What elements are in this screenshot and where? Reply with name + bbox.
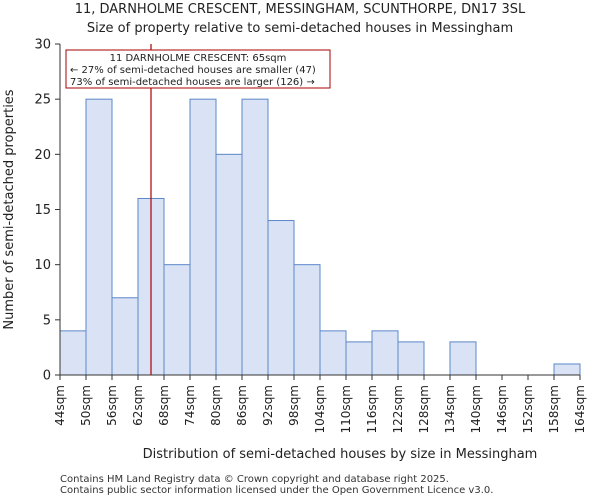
- y-tick-label: 15: [34, 203, 51, 218]
- histogram-bar: [163, 264, 191, 376]
- histogram-bar: [553, 363, 581, 376]
- x-tick-label: 68sqm: [157, 385, 171, 426]
- x-tick-label: 140sqm: [469, 385, 483, 433]
- y-tick-label: 5: [43, 313, 51, 328]
- annotation-line-1: 11 DARNHOLME CRESCENT: 65sqm: [110, 53, 287, 64]
- annotation-line-2: ← 27% of semi-detached houses are smalle…: [70, 65, 316, 76]
- histogram-bar: [111, 297, 139, 376]
- x-tick-label: 62sqm: [131, 385, 145, 426]
- histogram-bar: [293, 264, 321, 376]
- y-tick-label: 10: [34, 258, 51, 273]
- annotation-line-3: 73% of semi-detached houses are larger (…: [70, 77, 315, 88]
- chart-title: 11, DARNHOLME CRESCENT, MESSINGHAM, SCUN…: [74, 2, 526, 17]
- histogram-bar: [319, 330, 347, 376]
- x-tick-label: 98sqm: [287, 385, 301, 426]
- x-tick-label: 104sqm: [313, 385, 327, 433]
- footer-line-1: Contains HM Land Registry data © Crown c…: [60, 474, 449, 485]
- histogram-bar: [449, 341, 477, 376]
- x-tick-label: 56sqm: [105, 385, 119, 426]
- footer-line-2: Contains public sector information licen…: [60, 485, 494, 496]
- x-axis-label: Distribution of semi-detached houses by …: [143, 447, 538, 462]
- x-tick-label: 74sqm: [183, 385, 197, 426]
- histogram-bar: [241, 98, 269, 376]
- y-tick-label: 0: [43, 369, 51, 384]
- histogram-bar: [215, 153, 243, 376]
- x-tick-label: 128sqm: [417, 385, 431, 433]
- x-tick-label: 80sqm: [209, 385, 223, 426]
- histogram-bar: [267, 220, 295, 376]
- x-tick-label: 86sqm: [235, 385, 249, 426]
- y-tick-label: 20: [34, 148, 51, 163]
- x-tick-label: 116sqm: [365, 385, 379, 433]
- y-axis-label: Number of semi-detached properties: [2, 89, 17, 329]
- x-tick-label: 152sqm: [521, 385, 535, 433]
- histogram-bar: [59, 330, 87, 376]
- x-tick-label: 134sqm: [443, 385, 457, 433]
- annotation-box: [65, 49, 331, 89]
- y-tick-label: 25: [34, 93, 51, 108]
- x-tick-label: 92sqm: [261, 385, 275, 426]
- x-tick-label: 146sqm: [495, 385, 509, 433]
- histogram-bar: [85, 98, 113, 376]
- x-tick-label: 110sqm: [339, 385, 353, 433]
- y-tick-label: 30: [34, 38, 51, 53]
- x-tick-label: 158sqm: [547, 385, 561, 433]
- histogram-bar: [345, 341, 373, 376]
- histogram-bar: [371, 330, 399, 376]
- x-tick-label: 50sqm: [79, 385, 93, 426]
- x-tick-label: 122sqm: [391, 385, 405, 433]
- histogram-bar: [397, 341, 425, 376]
- x-tick-label: 164sqm: [573, 385, 587, 433]
- histogram-bar: [189, 98, 217, 376]
- x-tick-label: 44sqm: [53, 385, 67, 426]
- chart-subtitle: Size of property relative to semi-detach…: [86, 21, 514, 36]
